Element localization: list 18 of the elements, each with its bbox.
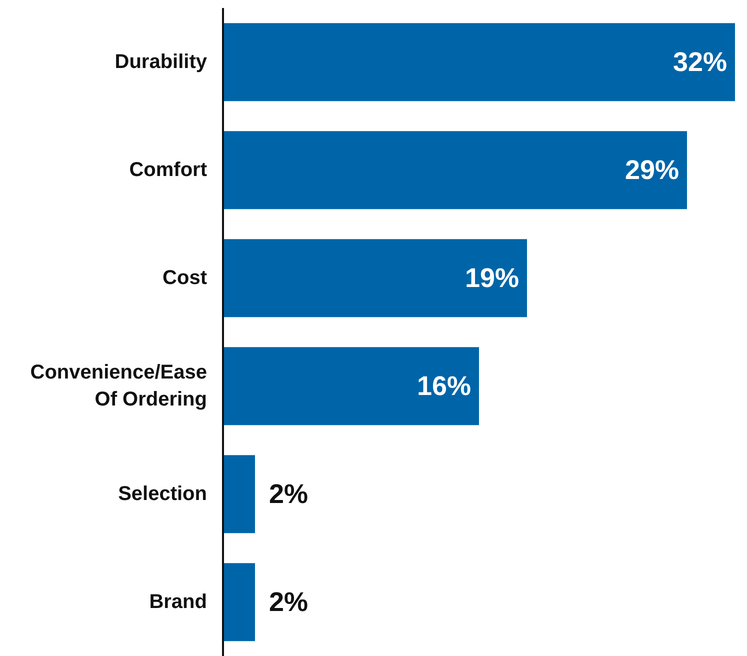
- bar: [223, 239, 527, 318]
- y-tick-label: Durability: [114, 51, 208, 73]
- y-tick-label: Selection: [118, 483, 207, 505]
- data-label: 2%: [269, 479, 308, 510]
- bar: [223, 455, 255, 534]
- data-label: 16%: [416, 371, 471, 402]
- bar: [223, 131, 687, 210]
- data-label: 2%: [269, 587, 308, 618]
- y-tick-label: Cost: [162, 267, 208, 289]
- bar: [223, 23, 735, 102]
- y-tick-label: Comfort: [129, 159, 208, 181]
- y-tick-label: Brand: [149, 591, 207, 613]
- data-label: 19%: [464, 263, 519, 294]
- bar: [223, 563, 255, 642]
- data-label: 32%: [672, 47, 727, 78]
- y-tick-label: Convenience/Ease Of Ordering: [30, 362, 207, 410]
- bar: [223, 347, 479, 426]
- data-label: 29%: [624, 155, 679, 186]
